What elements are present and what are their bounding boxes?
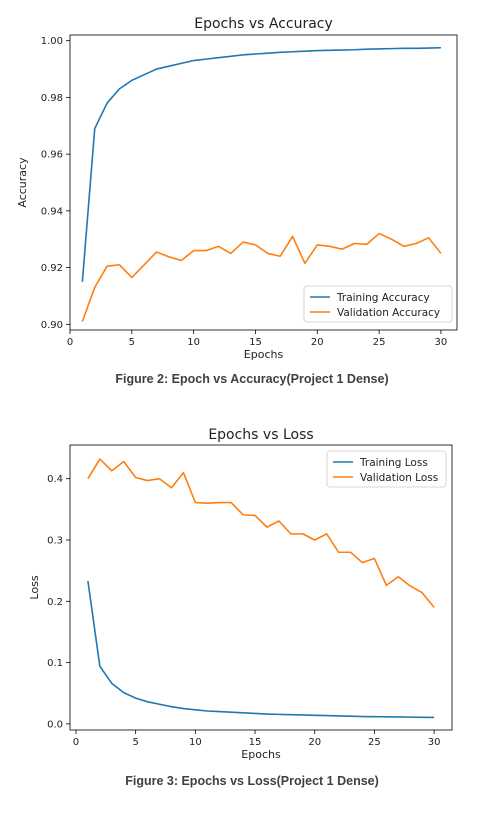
y-tick-label: 0.94 xyxy=(41,206,63,217)
legend-box xyxy=(326,450,447,488)
series-line-validation-loss xyxy=(87,458,435,608)
series-line-training-loss xyxy=(87,580,435,719)
legend: Training Accuracy Validation Accuracy xyxy=(303,285,453,323)
x-tick-label: 25 xyxy=(368,737,381,748)
legend-entry: Training Accuracy xyxy=(336,292,430,304)
x-axis-label: Epochs xyxy=(241,748,281,761)
y-axis-label: Loss xyxy=(28,575,41,599)
chart-1: Epochs vs Accuracy 0 5 10 15 20 25 30 0.90 0.92 0.… xyxy=(16,16,458,386)
figure-caption: Figure 2: Epoch vs Accuracy(Project 1 De… xyxy=(115,372,388,386)
plot-frame xyxy=(69,444,453,731)
figure-caption: Figure 3: Epochs vs Loss(Project 1 Dense… xyxy=(125,774,379,788)
x-tick-label: 20 xyxy=(308,737,321,748)
x-tick-label: 15 xyxy=(249,737,262,748)
x-tick-label: 5 xyxy=(129,337,135,348)
legend-box xyxy=(303,285,453,323)
x-tick-label: 5 xyxy=(132,737,138,748)
x-tick-label: 30 xyxy=(435,337,448,348)
chart-title: Epochs vs Loss xyxy=(208,427,313,443)
x-tick-label: 15 xyxy=(249,337,262,348)
x-tick-label: 10 xyxy=(189,737,202,748)
y-tick-label: 1.00 xyxy=(41,36,63,47)
y-tick-label: 0.96 xyxy=(41,150,63,161)
y-tick-label: 0.98 xyxy=(41,93,63,104)
chart-2: Epochs vs Loss 0 5 10 15 20 25 30 0.0 0.1 0.2 0.3 0.… xyxy=(28,427,453,788)
x-tick-label: 30 xyxy=(428,737,441,748)
series-line-validation-accuracy xyxy=(81,232,442,322)
plot-frame xyxy=(69,34,458,331)
legend-entry: Validation Accuracy xyxy=(337,307,440,319)
y-tick-label: 0.2 xyxy=(47,597,63,608)
y-tick-label: 0.0 xyxy=(47,719,63,730)
y-tick-label: 0.92 xyxy=(41,263,63,274)
legend: Training Loss Validation Loss xyxy=(326,450,447,488)
x-tick-label: 0 xyxy=(67,337,73,348)
y-axis-label: Accuracy xyxy=(16,157,29,208)
chart-title: Epochs vs Accuracy xyxy=(194,16,333,32)
y-tick-label: 0.3 xyxy=(47,536,63,547)
y-tick-label: 0.90 xyxy=(41,320,63,331)
legend-entry: Validation Loss xyxy=(360,472,438,484)
x-tick-label: 0 xyxy=(73,737,79,748)
x-tick-label: 20 xyxy=(311,337,324,348)
x-axis-label: Epochs xyxy=(244,348,284,361)
series-line-training-accuracy xyxy=(81,46,441,282)
series-group xyxy=(87,458,435,719)
x-tick-label: 10 xyxy=(187,337,200,348)
legend-entry: Training Loss xyxy=(359,457,428,469)
series-group xyxy=(81,46,442,322)
y-tick-label: 0.1 xyxy=(47,658,63,669)
x-tick-label: 25 xyxy=(373,337,386,348)
y-tick-label: 0.4 xyxy=(47,474,63,485)
